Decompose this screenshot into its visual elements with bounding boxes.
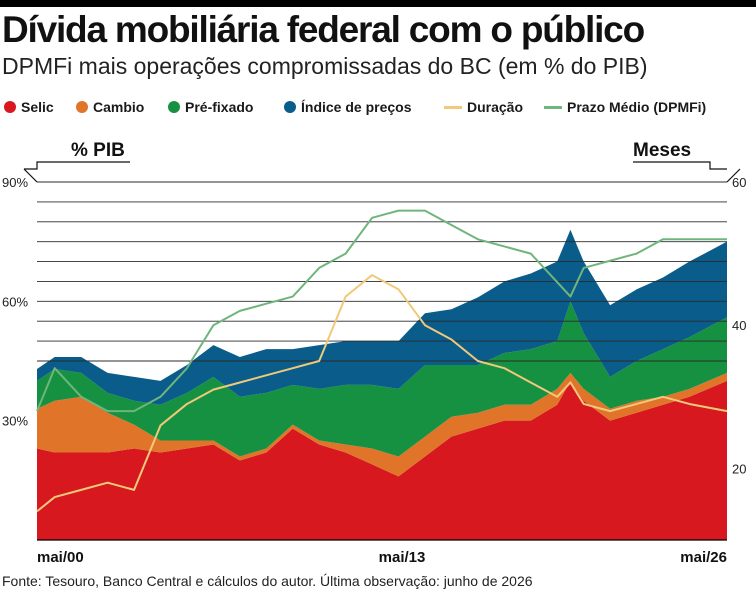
chart-subtitle: DPMFi mais operações compromissadas do B…: [2, 53, 648, 79]
legend-item-indice-precos: Índice de preços: [284, 96, 411, 118]
x-tick-label: mai/26: [680, 549, 727, 566]
top-rule: [0, 0, 756, 7]
legend-marker: [544, 106, 562, 109]
left-axis-bracket: [24, 161, 130, 170]
legend-marker: [4, 101, 16, 113]
legend-label: Selic: [21, 99, 54, 115]
right-axis-bracket-tick: [726, 168, 741, 183]
right-tick-label: 40: [732, 318, 746, 333]
legend-marker: [284, 101, 296, 113]
x-tick-label: mai/00: [37, 549, 84, 566]
line-1: [36, 274, 728, 513]
legend-marker: [444, 106, 462, 109]
right-axis-bracket: [633, 161, 727, 170]
line-2: [36, 209, 727, 413]
area-1: [37, 380, 727, 540]
legend-label: Índice de preços: [301, 99, 412, 115]
area-3: [37, 301, 727, 457]
left-axis-bracket-tick: [23, 168, 38, 183]
left-axis-title: % PIB: [71, 140, 125, 161]
left-tick-label: 60%: [2, 294, 28, 309]
legend-item-duracao: Duração: [444, 96, 523, 118]
right-tick-label: 60: [732, 175, 746, 190]
legend-item-prefixado: Pré-fixado: [168, 96, 253, 118]
chart-legend: Selic Cambio Pré-fixado Índice de preços…: [4, 96, 752, 118]
left-tick-label: 30%: [2, 414, 28, 429]
chart-title: Dívida mobiliária federal com o público: [2, 9, 645, 50]
legend-label: Prazo Médio (DPMFi): [567, 99, 707, 115]
right-tick-label: 20: [732, 461, 746, 476]
legend-label: Duração: [467, 99, 524, 115]
legend-item-selic: Selic: [4, 96, 54, 118]
area-2: [37, 372, 727, 477]
source-note: Fonte: Tesouro, Banco Central e cálculos…: [2, 573, 533, 589]
stacked-area-chart: 30% 60% 90% 20 40 60 % PIB Meses mai/00 mai/13 mai…: [2, 140, 746, 566]
x-tick-label: mai/13: [379, 549, 426, 566]
legend-marker: [168, 101, 180, 113]
right-axis-title: Meses: [633, 140, 691, 161]
legend-marker: [76, 101, 88, 113]
legend-item-prazo-medio: Prazo Médio (DPMFi): [544, 96, 706, 118]
legend-label: Cambio: [93, 99, 145, 115]
legend-label: Pré-fixado: [185, 99, 254, 115]
legend-item-cambio: Cambio: [76, 96, 144, 118]
left-tick-label: 90%: [2, 175, 28, 190]
